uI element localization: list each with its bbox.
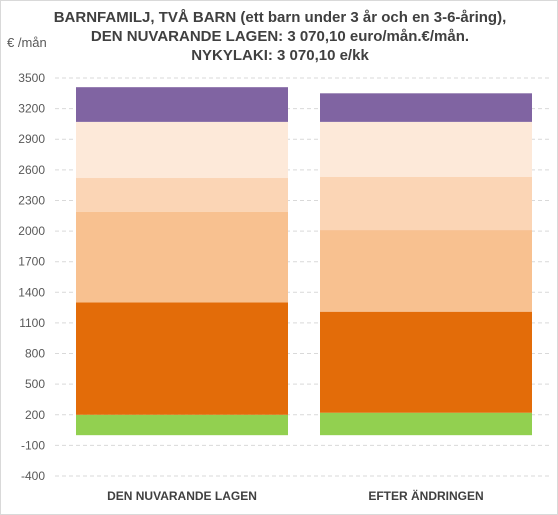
y-tick-label: -400 [21, 469, 45, 483]
chart-title-line: NYKYLAKI: 3 070,10 e/kk [191, 47, 369, 64]
x-tick-label: DEN NUVARANDE LAGEN [107, 489, 257, 503]
gridlines [55, 77, 549, 477]
chart-title-line: BARNFAMILJ, TVÅ BARN (ett barn under 3 å… [54, 9, 507, 26]
y-tick-label: 1700 [18, 255, 45, 269]
bar-segment [320, 412, 532, 436]
chart-title-line: DEN NUVARANDE LAGEN: 3 070,10 euro/mån.€… [91, 28, 469, 45]
bars [76, 87, 532, 436]
bar-segment [76, 414, 288, 436]
bar-segment [76, 121, 288, 179]
bar-segment [320, 121, 532, 177]
y-tick-label: -100 [21, 438, 45, 452]
chart-title: BARNFAMILJ, TVÅ BARN (ett barn under 3 å… [54, 9, 507, 64]
bar-segment [76, 302, 288, 415]
y-tick-label: 800 [25, 347, 45, 361]
y-tick-label: 2000 [18, 224, 45, 238]
bar-segment [320, 230, 532, 312]
x-tick-label: EFTER ÄNDRINGEN [368, 488, 483, 503]
y-tick-label: 3200 [18, 102, 45, 116]
bar-segment [76, 87, 288, 122]
y-tick-label: 500 [25, 377, 45, 391]
y-tick-label: 2600 [18, 163, 45, 177]
y-axis-ticks: -400 -100 200 500 800 1100 1400 1700 2000 2300 260… [18, 71, 45, 483]
y-tick-label: 1100 [19, 316, 45, 330]
x-axis-ticks: DEN NUVARANDE LAGEN EFTER ÄNDRINGEN [107, 488, 484, 503]
bar-segment [320, 311, 532, 413]
y-tick-label: 1400 [18, 285, 45, 299]
y-tick-label: 200 [25, 408, 45, 422]
bar-segment [320, 93, 532, 122]
bar-segment [320, 176, 532, 231]
y-tick-label: 3500 [18, 71, 45, 85]
bar-segment [76, 178, 288, 212]
bar-segment [76, 211, 288, 303]
y-tick-label: 2300 [18, 193, 45, 207]
y-axis-label: € /mån [7, 35, 47, 50]
y-tick-label: 2900 [18, 132, 45, 146]
